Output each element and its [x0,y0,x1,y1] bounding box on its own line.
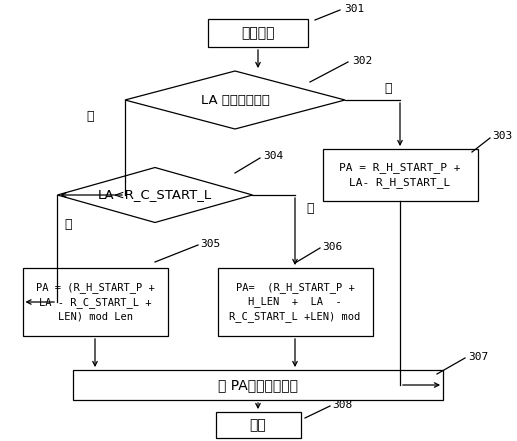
Text: 否: 否 [306,202,314,214]
Bar [323,149,478,201]
Text: 307: 307 [468,352,488,362]
Text: 访问开始: 访问开始 [241,26,275,40]
Text: PA=  (R_H_START_P +
H_LEN  +  LA  -
R_C_START_L +LEN) mod: PA= (R_H_START_P + H_LEN + LA - R_C_STAR… [230,282,361,322]
Text: LA 是否属于热区: LA 是否属于热区 [201,93,269,106]
Polygon shape [57,168,252,223]
Text: 结束: 结束 [250,418,266,432]
Text: PA = R_H_START_P +
LA- R_H_START_L: PA = R_H_START_P + LA- R_H_START_L [339,162,461,188]
Text: 301: 301 [344,4,364,14]
Text: 304: 304 [263,151,283,161]
Bar [216,412,300,438]
Polygon shape [125,71,345,129]
Bar [218,268,373,336]
Text: 否: 否 [86,111,94,123]
Text: 303: 303 [492,131,512,141]
Text: 308: 308 [332,400,352,410]
Text: 是: 是 [64,218,72,232]
Bar [208,19,308,47]
Bar [23,268,168,336]
Text: LA<R_C_START_L: LA<R_C_START_L [98,188,212,202]
Text: 是: 是 [384,82,392,94]
Bar [73,370,443,400]
Text: 302: 302 [352,56,372,66]
Text: 从 PA进行数据传输: 从 PA进行数据传输 [218,378,298,392]
Text: 306: 306 [322,242,342,252]
Text: 305: 305 [200,239,220,249]
Text: PA = (R_H_START_P +
LA - R_C_START_L +
LEN) mod Len: PA = (R_H_START_P + LA - R_C_START_L + L… [36,282,155,322]
